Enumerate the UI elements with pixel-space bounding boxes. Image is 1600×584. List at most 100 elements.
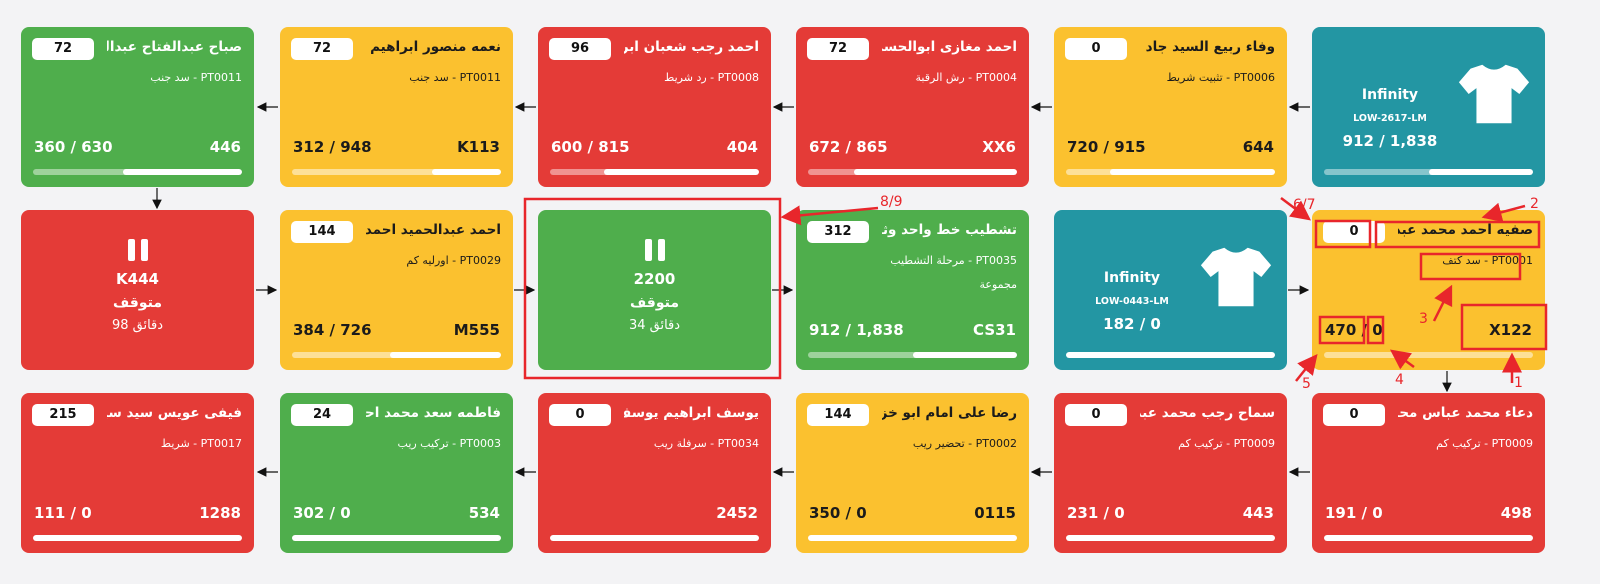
progress-count: 720 / 915 bbox=[1067, 138, 1146, 156]
annotation-box bbox=[1318, 315, 1366, 345]
operation-label: PT0002 - تحضير ريب bbox=[912, 437, 1017, 450]
progress-bar bbox=[1324, 352, 1533, 358]
annotation-boxes bbox=[523, 197, 1548, 380]
stopped-time: 34 دقائق bbox=[628, 318, 681, 333]
operator-name: رضا على امام ابو خزيم bbox=[882, 405, 1017, 421]
operator-name: صفيه احمد محمد عبده bbox=[1398, 222, 1533, 238]
station-card[interactable]: فيفى عويس سيد سيد 215 PT0017 - شريط 111 … bbox=[21, 393, 254, 553]
progress-bar bbox=[292, 352, 501, 358]
station-card[interactable]: رضا على امام ابو خزيم 144 PT0002 - تحضير… bbox=[796, 393, 1029, 553]
station-code: 498 bbox=[1500, 504, 1532, 522]
operator-name: احمد رجب شعبان ابراهيم bbox=[624, 39, 759, 55]
progress-count: 360 / 630 bbox=[34, 138, 113, 156]
annotation-arrow bbox=[1295, 354, 1318, 382]
count-badge: 0 bbox=[1065, 38, 1127, 60]
stopped-code: 2200 bbox=[633, 270, 676, 288]
progress-bar bbox=[808, 535, 1017, 541]
station-code: 1288 bbox=[199, 504, 241, 522]
progress-count: 191 / 0 bbox=[1325, 504, 1383, 522]
progress-done: 0 bbox=[1372, 321, 1383, 339]
station-card[interactable]: فاطمه سعد محمد احمد 24 PT0003 - تركيب ري… bbox=[280, 393, 513, 553]
station-card[interactable]: دعاء محمد عباس محمد 0 PT0009 - تركيب كم … bbox=[1312, 393, 1545, 553]
operation-label: PT0009 - تركيب كم bbox=[1436, 437, 1533, 450]
annotation-arrow bbox=[1432, 284, 1453, 322]
station-card[interactable]: وفاء ربيع السيد جاد 0 PT0006 - تثبيت شري… bbox=[1054, 27, 1287, 187]
operator-name: وفاء ربيع السيد جاد bbox=[1145, 39, 1275, 55]
annotation-label: 8/9 bbox=[880, 194, 903, 210]
operation-label: PT0003 - تركيب ريب bbox=[397, 437, 501, 450]
product-qty: 182 / 0 bbox=[1103, 315, 1161, 333]
operator-name: احمد مغازى ابوالحسن bbox=[882, 39, 1017, 55]
count-badge: 72 bbox=[807, 38, 869, 60]
station-card[interactable]: صباح عبدالفتاح عبدالله 72 PT0011 - سد جن… bbox=[21, 27, 254, 187]
annotation-label: 5 bbox=[1302, 376, 1311, 392]
stopped-state: متوقف bbox=[630, 295, 679, 311]
product-model: LOW-0443-LM bbox=[1095, 296, 1169, 307]
station-card[interactable]: نعمه منصور ابراهيم 72 PT0011 - سد جنب 31… bbox=[280, 27, 513, 187]
progress-bar bbox=[1066, 535, 1275, 541]
progress-bar bbox=[292, 169, 501, 175]
progress-count: 912 / 1,838 bbox=[809, 321, 904, 339]
progress-bar bbox=[1066, 169, 1275, 175]
operator-name: صباح عبدالفتاح عبدالله bbox=[107, 39, 242, 55]
station-code: 534 bbox=[468, 504, 500, 522]
progress-bar bbox=[808, 169, 1017, 175]
product-card-2[interactable]: Infinity LOW-0443-LM 182 / 0 bbox=[1054, 210, 1287, 370]
operation-label: PT0004 - رش الرقبة bbox=[915, 71, 1017, 84]
progress-total: 470 bbox=[1325, 321, 1357, 339]
operator-name: تشطيب خط واحد وثلاثة bbox=[882, 222, 1017, 238]
annotation-arrows bbox=[780, 197, 1526, 383]
operation-label: PT0011 - سد جنب bbox=[150, 71, 242, 84]
station-card[interactable]: احمد رجب شعبان ابراهيم 96 PT0008 - رد شر… bbox=[538, 27, 771, 187]
operation-label: PT0017 - شريط bbox=[160, 437, 242, 450]
progress-count: 600 / 815 bbox=[551, 138, 630, 156]
group-label: مجموعة bbox=[979, 278, 1018, 291]
count-badge: 144 bbox=[291, 221, 353, 243]
pause-icon bbox=[127, 239, 148, 261]
progress-bar bbox=[808, 352, 1017, 358]
station-code: X122 bbox=[1489, 321, 1532, 339]
tshirt-icon bbox=[1458, 64, 1530, 124]
count-badge: 72 bbox=[291, 38, 353, 60]
annotation-box bbox=[1460, 303, 1548, 351]
annotation-box bbox=[523, 197, 782, 380]
annotation-label: 6/7 bbox=[1293, 197, 1316, 213]
annotation-labels: 8/9 6/7 2 3 4 5 1 bbox=[880, 194, 1539, 392]
operation-label: PT0001 - سد كتف bbox=[1442, 254, 1533, 267]
product-qty: 912 / 1,838 bbox=[1342, 132, 1438, 150]
product-brand: Infinity bbox=[1103, 270, 1161, 286]
station-card[interactable]: سماح رجب محمد عبده 0 PT0009 - تركيب كم 2… bbox=[1054, 393, 1287, 553]
product-card-1[interactable]: Infinity LOW-2617-LM 912 / 1,838 bbox=[1312, 27, 1545, 187]
operation-label: PT0034 - سرفلة ريب bbox=[653, 437, 759, 450]
progress-bar bbox=[550, 535, 759, 541]
count-badge: 24 bbox=[291, 404, 353, 426]
station-card-selected[interactable]: صفيه احمد محمد عبده 0 PT0001 - سد كتف 47… bbox=[1312, 210, 1545, 370]
station-code: K113 bbox=[457, 138, 500, 156]
operation-label: PT0035 - مرحلة التشطيب bbox=[890, 254, 1017, 267]
annotation-arrow bbox=[1481, 202, 1526, 223]
station-code: 2452 bbox=[716, 504, 758, 522]
annotation-box bbox=[1419, 252, 1522, 281]
progress-count: 111 / 0 bbox=[34, 504, 92, 522]
count-badge: 215 bbox=[32, 404, 94, 426]
stopped-code: K444 bbox=[116, 270, 159, 288]
count-badge: 312 bbox=[807, 221, 869, 243]
station-card[interactable]: يوسف ابراهيم يوسف 0 PT0034 - سرفلة ريب 2… bbox=[538, 393, 771, 553]
stopped-card[interactable]: 2200 متوقف 34 دقائق bbox=[538, 210, 771, 370]
station-card[interactable]: احمد مغازى ابوالحسن 72 PT0004 - رش الرقب… bbox=[796, 27, 1029, 187]
count-badge: 72 bbox=[32, 38, 94, 60]
station-card[interactable]: احمد عبدالحميد احمد 144 PT0029 - اورليه … bbox=[280, 210, 513, 370]
count-badge: 0 bbox=[1065, 404, 1127, 426]
operator-name: يوسف ابراهيم يوسف bbox=[624, 405, 759, 421]
progress-count: 312 / 948 bbox=[293, 138, 372, 156]
progress-bar bbox=[1324, 535, 1533, 541]
annotation-label: 4 bbox=[1395, 372, 1404, 388]
station-code: 443 bbox=[1242, 504, 1274, 522]
stopped-card[interactable]: K444 متوقف 98 دقائق bbox=[21, 210, 254, 370]
annotation-label: 2 bbox=[1530, 196, 1539, 212]
count-badge: 144 bbox=[807, 404, 869, 426]
station-card[interactable]: تشطيب خط واحد وثلاثة 312 PT0035 - مرحلة … bbox=[796, 210, 1029, 370]
progress-count: 302 / 0 bbox=[293, 504, 351, 522]
operator-name: سماح رجب محمد عبده bbox=[1140, 405, 1275, 421]
